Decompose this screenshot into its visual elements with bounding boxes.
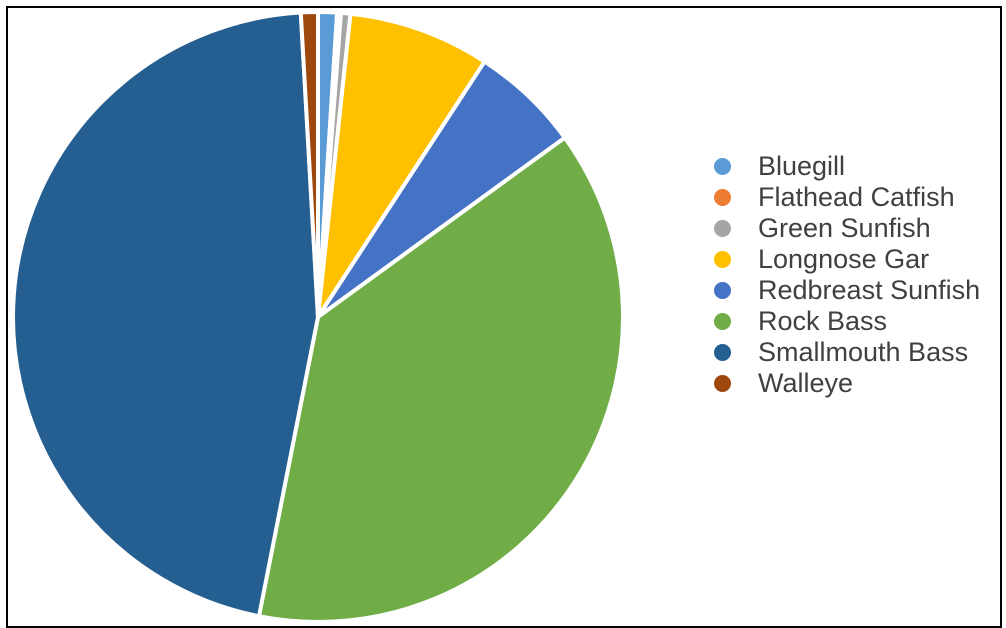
legend-label: Flathead Catfish	[758, 182, 955, 212]
legend-label: Redbreast Sunfish	[758, 275, 981, 305]
legend-swatch	[714, 375, 731, 392]
pie-slice-rock-bass	[256, 135, 625, 624]
legend-swatch	[714, 251, 731, 268]
legend-swatch	[714, 158, 731, 175]
legend-label: Bluegill	[758, 151, 846, 181]
pie-slice-longnose-gar	[316, 11, 487, 319]
legend-item-smallmouth-bass: Smallmouth Bass	[714, 337, 980, 368]
legend-label: Smallmouth Bass	[758, 337, 969, 367]
legend-item-bluegill: Bluegill	[714, 151, 980, 182]
legend-swatch	[714, 313, 731, 330]
pie-slices	[11, 9, 625, 624]
legend-swatch	[714, 220, 731, 237]
legend-item-rock-bass: Rock Bass	[714, 306, 980, 337]
legend-label: Longnose Gar	[758, 244, 930, 274]
legend-label: Walleye	[758, 368, 854, 398]
legend-label: Green Sunfish	[758, 213, 931, 243]
pie-slice-walleye	[298, 10, 320, 319]
legend-item-green-sunfish: Green Sunfish	[714, 213, 980, 244]
legend-item-longnose-gar: Longnose Gar	[714, 244, 980, 275]
legend-swatch	[714, 344, 731, 361]
legend-item-walleye: Walleye	[714, 368, 980, 399]
legend-swatch	[714, 282, 731, 299]
legend-item-flathead-catfish: Flathead Catfish	[714, 182, 980, 213]
legend-swatch	[714, 189, 731, 206]
chart-legend: Bluegill Flathead Catfish Green Sunfish Lon…	[714, 151, 980, 399]
legend-label: Rock Bass	[758, 306, 888, 336]
pie-slice-smallmouth-bass	[11, 10, 320, 619]
legend-item-redbreast-sunfish: Redbreast Sunfish	[714, 275, 980, 306]
